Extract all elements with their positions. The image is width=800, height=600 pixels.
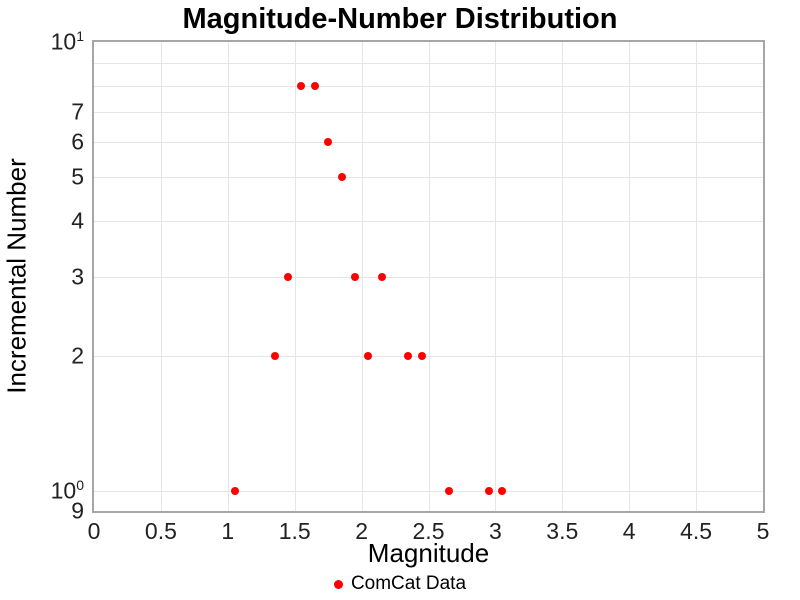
data-point[interactable]: [310, 81, 319, 90]
y-tick-label: 3: [71, 263, 84, 289]
y-tick-label: 6: [71, 128, 84, 154]
y-tick-label: 101: [50, 27, 84, 55]
data-point[interactable]: [324, 137, 333, 146]
data-point[interactable]: [270, 351, 279, 360]
y-tick-label: 2: [71, 342, 84, 368]
data-point[interactable]: [444, 486, 453, 495]
x-tick-label: 0.5: [144, 518, 177, 544]
y-tick-label: 100: [50, 476, 84, 503]
legend-label: ComCat Data: [350, 573, 467, 594]
x-tick-label: 4.5: [680, 518, 713, 544]
data-point[interactable]: [498, 486, 507, 495]
y-tick-label: 4: [71, 207, 84, 233]
legend-marker-icon: [333, 579, 343, 589]
x-tick-label: 1: [221, 518, 235, 544]
x-tick-label: 3.5: [546, 518, 579, 544]
x-tick-label: 2: [355, 518, 368, 544]
data-point[interactable]: [417, 351, 426, 360]
gridline-y-1: [94, 490, 763, 492]
y-axis-title: Incremental Number: [1, 158, 32, 394]
gridline-y-7: [94, 111, 763, 113]
x-axis-title: Magnitude: [367, 538, 490, 568]
data-point[interactable]: [350, 272, 359, 281]
data-point[interactable]: [297, 81, 306, 90]
legend[interactable]: ComCat Data: [0, 573, 800, 595]
y-tick-label: 7: [71, 98, 84, 124]
x-tick-label: 3: [488, 518, 502, 544]
y-tick-label: 5: [71, 163, 84, 190]
chart-title: Magnitude-Number Distribution: [182, 3, 618, 35]
x-tick-label: 2.5: [412, 518, 445, 544]
gridline-y-9: [94, 62, 763, 64]
gridline-y-2: [94, 355, 763, 357]
gridline-y-4: [94, 220, 763, 222]
y-tick-label: 9: [71, 497, 84, 524]
x-tick-label: 4: [622, 518, 636, 544]
data-point[interactable]: [404, 351, 413, 360]
x-tick-label: 0: [87, 518, 101, 544]
data-point[interactable]: [377, 272, 386, 281]
plot-area[interactable]: [92, 40, 765, 513]
gridline-y-6: [94, 141, 763, 143]
gridline-y-8: [94, 85, 763, 87]
x-tick-label: 5: [756, 518, 770, 544]
gridline-y-5: [94, 177, 763, 178]
gridline-y-3: [94, 276, 763, 278]
data-point[interactable]: [364, 351, 373, 360]
x-tick-label: 1.5: [278, 518, 311, 544]
data-point[interactable]: [484, 486, 493, 495]
data-point[interactable]: [284, 272, 292, 281]
data-point[interactable]: [230, 486, 239, 495]
plot-canvas: [94, 42, 763, 511]
data-point[interactable]: [337, 173, 346, 181]
